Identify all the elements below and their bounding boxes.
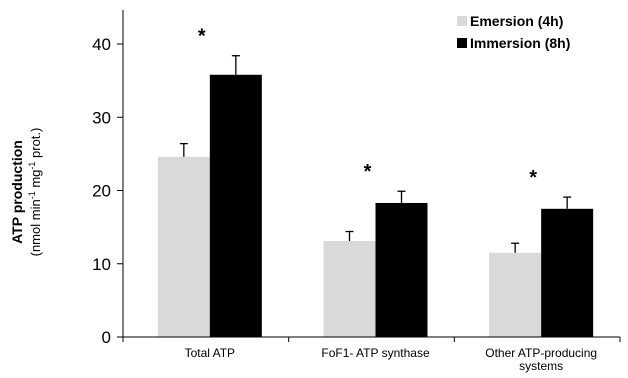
y-tick-label: 30 — [92, 108, 111, 127]
legend-label: Immersion (8h) — [470, 35, 570, 51]
y-axis-title-main: ATP production — [9, 140, 25, 244]
x-category-label: systems — [519, 359, 563, 373]
y-axis-title: ATP production (nmol min-1 mg-1 prot.) — [9, 128, 43, 257]
bar — [157, 156, 210, 337]
significance-marker: * — [529, 167, 537, 189]
legend-swatch — [457, 16, 467, 26]
y-tick-label: 0 — [102, 328, 111, 347]
bar — [489, 252, 542, 337]
x-axis: Total ATP FoF1- ATP synthase Other ATP-pro… — [122, 336, 621, 373]
x-category-label: FoF1- ATP synthase — [321, 346, 430, 360]
y-axis-title-unit: (nmol min-1 mg-1 prot.) — [27, 128, 43, 257]
x-category-label: Other ATP-producing — [485, 346, 597, 360]
y-tick-label: 10 — [92, 255, 111, 274]
y-axis: 0 10 20 30 40 — [92, 10, 124, 347]
bar — [541, 208, 594, 337]
bar — [375, 202, 428, 337]
bar — [323, 241, 376, 337]
bar — [209, 74, 262, 337]
legend-label: Emersion (4h) — [470, 13, 563, 29]
significance-marker: * — [198, 26, 206, 48]
bars: * * * — [157, 26, 594, 337]
legend-swatch — [457, 38, 467, 48]
x-category-label: Total ATP — [185, 346, 235, 360]
y-tick-label: 40 — [92, 35, 111, 54]
significance-marker: * — [364, 161, 372, 183]
y-tick-label: 20 — [92, 182, 111, 201]
legend: Emersion (4h) Immersion (8h) — [457, 13, 570, 51]
